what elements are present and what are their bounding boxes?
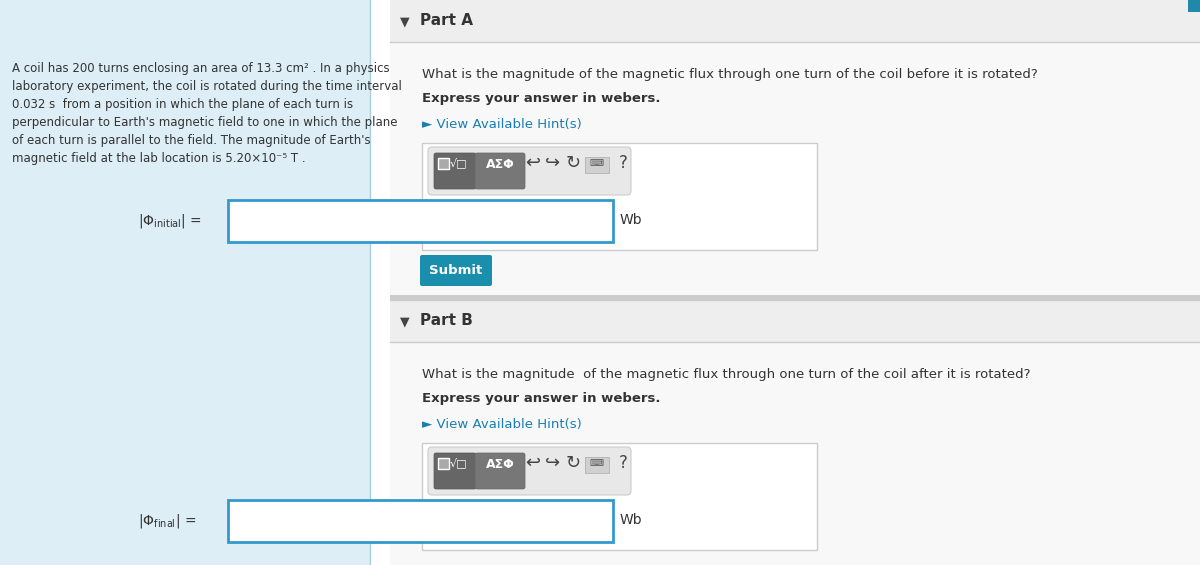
Text: Part B: Part B bbox=[420, 313, 473, 328]
FancyBboxPatch shape bbox=[390, 0, 1200, 42]
Text: ⌨: ⌨ bbox=[590, 458, 604, 468]
FancyBboxPatch shape bbox=[422, 143, 817, 250]
Text: |$\Phi_\mathregular{final}$| =: |$\Phi_\mathregular{final}$| = bbox=[138, 512, 197, 530]
FancyBboxPatch shape bbox=[390, 295, 1200, 300]
Text: Express your answer in webers.: Express your answer in webers. bbox=[422, 92, 660, 105]
Text: ↻: ↻ bbox=[565, 454, 581, 472]
Text: √□: √□ bbox=[450, 458, 468, 469]
Text: 0.032 s  from a position in which the plane of each turn is: 0.032 s from a position in which the pla… bbox=[12, 98, 353, 111]
FancyBboxPatch shape bbox=[420, 255, 492, 286]
Text: ?: ? bbox=[618, 154, 628, 172]
Text: ↩: ↩ bbox=[526, 154, 540, 172]
Text: Wb: Wb bbox=[620, 213, 643, 227]
FancyBboxPatch shape bbox=[1188, 0, 1200, 12]
Text: ↩: ↩ bbox=[526, 454, 540, 472]
Text: Submit: Submit bbox=[430, 264, 482, 277]
FancyBboxPatch shape bbox=[390, 342, 1200, 565]
Text: What is the magnitude  of the magnetic flux through one turn of the coil after i: What is the magnitude of the magnetic fl… bbox=[422, 368, 1031, 381]
FancyBboxPatch shape bbox=[228, 200, 613, 242]
FancyBboxPatch shape bbox=[428, 447, 631, 495]
Text: ↪: ↪ bbox=[546, 454, 560, 472]
Text: ΑΣΦ: ΑΣΦ bbox=[486, 158, 515, 171]
Text: ↻: ↻ bbox=[565, 154, 581, 172]
FancyBboxPatch shape bbox=[390, 300, 1200, 342]
Text: ⌨: ⌨ bbox=[590, 158, 604, 168]
FancyBboxPatch shape bbox=[0, 0, 370, 565]
FancyBboxPatch shape bbox=[390, 42, 1200, 295]
FancyBboxPatch shape bbox=[475, 453, 526, 489]
Text: ► View Available Hint(s): ► View Available Hint(s) bbox=[422, 118, 582, 131]
FancyBboxPatch shape bbox=[428, 147, 631, 195]
FancyBboxPatch shape bbox=[438, 158, 449, 169]
Text: ► View Available Hint(s): ► View Available Hint(s) bbox=[422, 418, 582, 431]
Text: magnetic field at the lab location is 5.20×10⁻⁵ T .: magnetic field at the lab location is 5.… bbox=[12, 152, 306, 165]
Text: Part A: Part A bbox=[420, 13, 473, 28]
Text: ▼: ▼ bbox=[400, 315, 409, 328]
FancyBboxPatch shape bbox=[434, 153, 476, 189]
FancyBboxPatch shape bbox=[475, 153, 526, 189]
Text: Express your answer in webers.: Express your answer in webers. bbox=[422, 392, 660, 405]
FancyBboxPatch shape bbox=[586, 457, 610, 473]
Text: ?: ? bbox=[618, 454, 628, 472]
FancyBboxPatch shape bbox=[434, 453, 476, 489]
FancyBboxPatch shape bbox=[438, 458, 449, 469]
Text: |$\Phi_\mathregular{initial}$| =: |$\Phi_\mathregular{initial}$| = bbox=[138, 212, 202, 230]
FancyBboxPatch shape bbox=[586, 157, 610, 173]
Text: ▼: ▼ bbox=[400, 15, 409, 28]
Text: ↪: ↪ bbox=[546, 154, 560, 172]
FancyBboxPatch shape bbox=[370, 0, 1200, 565]
FancyBboxPatch shape bbox=[228, 500, 613, 542]
Text: of each turn is parallel to the field. The magnitude of Earth's: of each turn is parallel to the field. T… bbox=[12, 134, 371, 147]
Text: √□: √□ bbox=[450, 158, 468, 169]
Text: ΑΣΦ: ΑΣΦ bbox=[486, 458, 515, 471]
Text: What is the magnitude of the magnetic flux through one turn of the coil before i: What is the magnitude of the magnetic fl… bbox=[422, 68, 1038, 81]
Text: perpendicular to Earth's magnetic field to one in which the plane: perpendicular to Earth's magnetic field … bbox=[12, 116, 397, 129]
FancyBboxPatch shape bbox=[422, 443, 817, 550]
Text: Wb: Wb bbox=[620, 513, 643, 527]
Text: laboratory experiment, the coil is rotated during the time interval: laboratory experiment, the coil is rotat… bbox=[12, 80, 402, 93]
Text: A coil has 200 turns enclosing an area of 13.3 cm² . In a physics: A coil has 200 turns enclosing an area o… bbox=[12, 62, 390, 75]
